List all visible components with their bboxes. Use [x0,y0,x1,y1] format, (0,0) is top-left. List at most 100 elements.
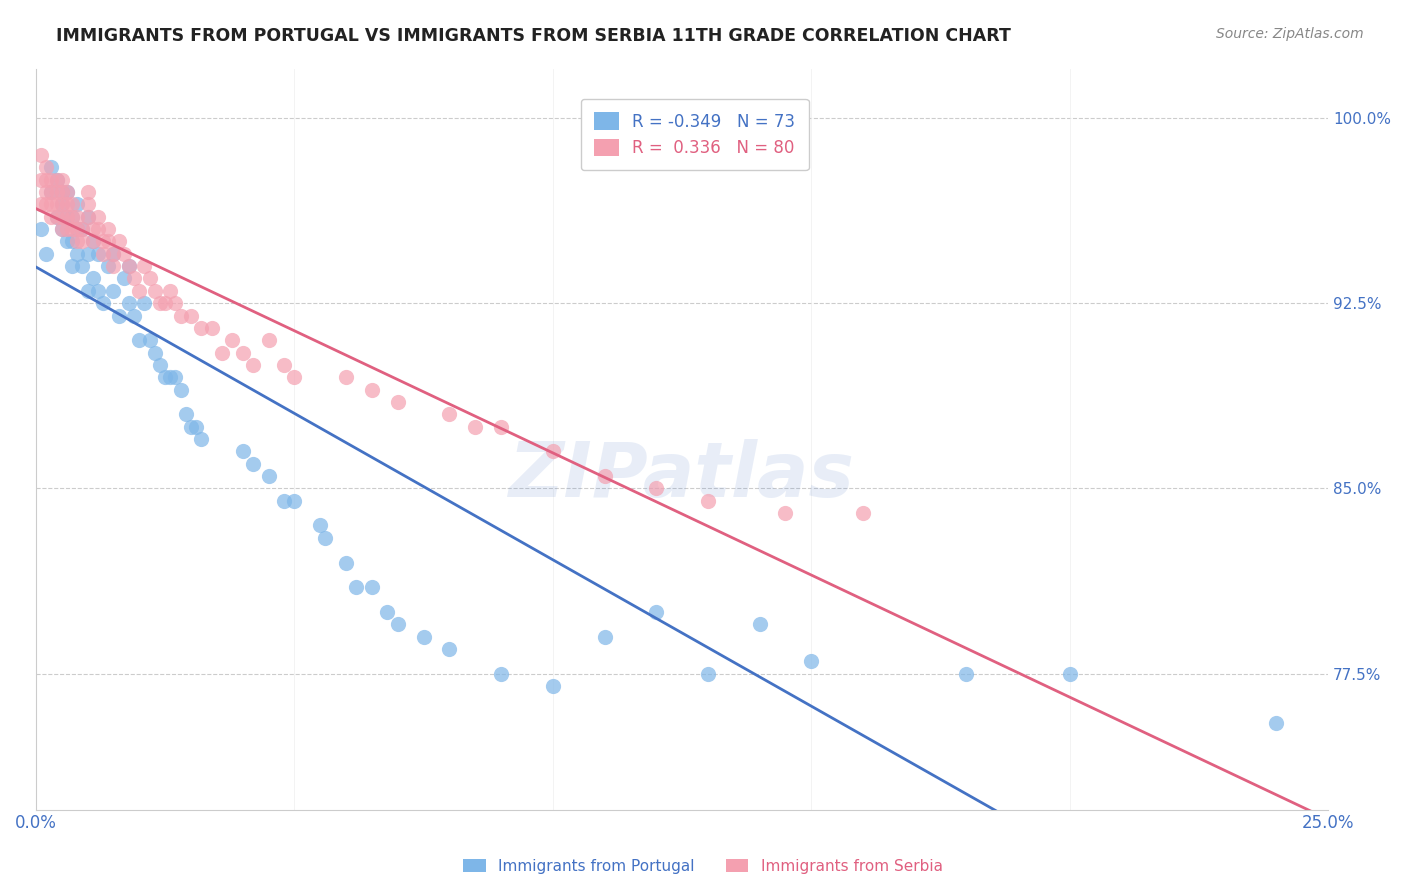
Point [107,235,129,249]
Point [593,469,616,483]
Point [51,185,73,199]
Point [1059,666,1081,681]
Point [800,654,823,668]
Point [30,222,52,236]
Point [696,493,718,508]
Point [273,358,295,372]
Point [201,321,224,335]
Point [45,210,67,224]
Point [82,271,104,285]
Point [66,222,89,236]
Point [60,222,83,236]
Point [541,444,564,458]
Point [112,247,135,261]
Point [97,235,120,249]
Point [56,222,79,236]
Point [128,284,150,298]
Legend: R = -0.349   N = 73, R =  0.336   N = 80: R = -0.349 N = 73, R = 0.336 N = 80 [581,99,808,170]
Point [387,617,409,632]
Point [165,370,187,384]
Point [87,210,110,224]
Point [97,222,120,236]
Point [66,235,89,249]
Point [186,419,208,434]
Point [242,457,264,471]
Point [541,679,564,693]
Point [232,444,254,458]
Point [66,197,89,211]
Point [489,419,512,434]
Point [35,197,58,211]
Point [696,666,718,681]
Point [56,210,79,224]
Point [283,370,305,384]
Point [103,259,125,273]
Point [159,284,181,298]
Point [283,493,305,508]
Point [51,222,73,236]
Point [103,284,125,298]
Point [412,630,434,644]
Point [242,358,264,372]
Text: Source: ZipAtlas.com: Source: ZipAtlas.com [1216,27,1364,41]
Point [45,172,67,186]
Point [134,259,156,273]
Point [153,370,176,384]
Point [51,210,73,224]
Point [91,247,114,261]
Point [82,222,104,236]
Point [51,222,73,236]
Point [122,309,145,323]
Point [72,222,94,236]
Point [1265,716,1288,731]
Point [143,345,166,359]
Point [314,531,336,545]
Point [122,271,145,285]
Point [72,222,94,236]
Point [149,296,172,310]
Point [51,185,73,199]
Point [748,617,770,632]
Point [361,383,384,397]
Point [112,271,135,285]
Point [72,259,94,273]
Point [165,296,187,310]
Point [138,271,160,285]
Point [51,197,73,211]
Point [91,235,114,249]
Point [221,333,243,347]
Point [82,235,104,249]
Point [593,630,616,644]
Point [955,666,977,681]
Point [56,185,79,199]
Point [41,197,63,211]
Point [143,284,166,298]
Point [103,247,125,261]
Point [169,383,191,397]
Point [149,358,172,372]
Point [335,370,357,384]
Point [76,210,98,224]
Point [335,556,357,570]
Point [190,321,212,335]
Point [76,185,98,199]
Text: ZIPatlas: ZIPatlas [509,439,855,513]
Point [45,210,67,224]
Point [180,309,202,323]
Point [30,197,52,211]
Point [273,493,295,508]
Point [82,235,104,249]
Point [645,605,668,619]
Point [257,469,280,483]
Point [190,432,212,446]
Point [852,506,875,520]
Point [377,605,399,619]
Point [51,197,73,211]
Point [51,172,73,186]
Point [118,259,141,273]
Point [76,247,98,261]
Point [344,580,367,594]
Point [97,259,120,273]
Point [30,148,52,162]
Point [56,210,79,224]
